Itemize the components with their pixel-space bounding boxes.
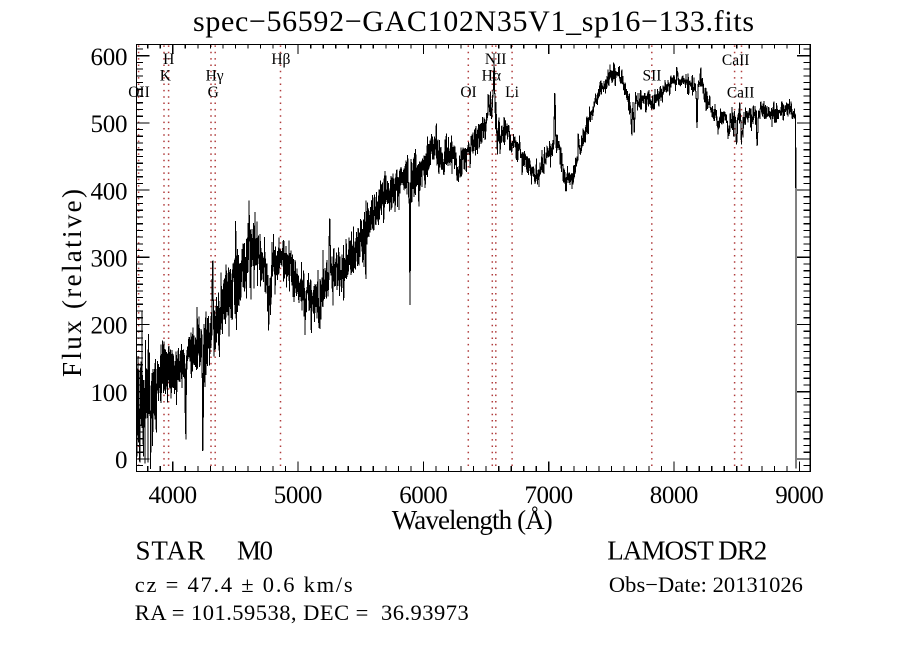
svg-text:STAR: STAR <box>136 536 206 566</box>
svg-text:500: 500 <box>91 111 128 138</box>
svg-text:9000: 9000 <box>775 482 824 509</box>
svg-text:G: G <box>208 84 219 101</box>
svg-text:LAMOST DR2: LAMOST DR2 <box>607 536 767 566</box>
svg-text:600: 600 <box>91 44 128 71</box>
svg-text:CaII: CaII <box>722 52 750 69</box>
svg-text:5000: 5000 <box>274 482 323 509</box>
svg-text:Li: Li <box>505 84 519 101</box>
svg-text:Obs−Date: 20131026: Obs−Date: 20131026 <box>609 572 803 597</box>
svg-text:Wavelength (Å): Wavelength (Å) <box>392 505 553 535</box>
svg-text:CaII: CaII <box>727 85 755 102</box>
svg-text:100: 100 <box>91 380 128 407</box>
svg-text:4000: 4000 <box>149 482 198 509</box>
svg-text:Flux (relative): Flux (relative) <box>57 189 87 377</box>
svg-text:SII: SII <box>643 68 662 85</box>
svg-text:cz = 47.4 ± 0.6 km/s: cz = 47.4 ± 0.6 km/s <box>135 572 353 597</box>
svg-text:400: 400 <box>91 178 128 205</box>
svg-text:NII: NII <box>485 51 507 68</box>
svg-text:M0: M0 <box>237 536 273 566</box>
svg-text:0: 0 <box>115 447 128 474</box>
svg-text:Hβ: Hβ <box>271 51 290 68</box>
svg-text:6000: 6000 <box>399 482 448 509</box>
svg-text:H: H <box>163 51 174 68</box>
svg-text:RA = 101.59538, DEC = 36.9397: RA = 101.59538, DEC = 36.93973 <box>135 600 469 625</box>
svg-text:200: 200 <box>91 313 128 340</box>
svg-text:Hα: Hα <box>482 68 501 85</box>
svg-text:spec−56592−GAC102N35V1_sp16−13: spec−56592−GAC102N35V1_sp16−133.fits <box>193 5 754 38</box>
svg-text:8000: 8000 <box>650 482 699 509</box>
svg-text:7000: 7000 <box>525 482 574 509</box>
svg-text:OI: OI <box>460 84 476 101</box>
svg-text:Hγ: Hγ <box>206 68 224 85</box>
svg-text:300: 300 <box>91 246 128 273</box>
svg-text:OII: OII <box>128 84 150 101</box>
svg-text:K: K <box>160 68 172 85</box>
